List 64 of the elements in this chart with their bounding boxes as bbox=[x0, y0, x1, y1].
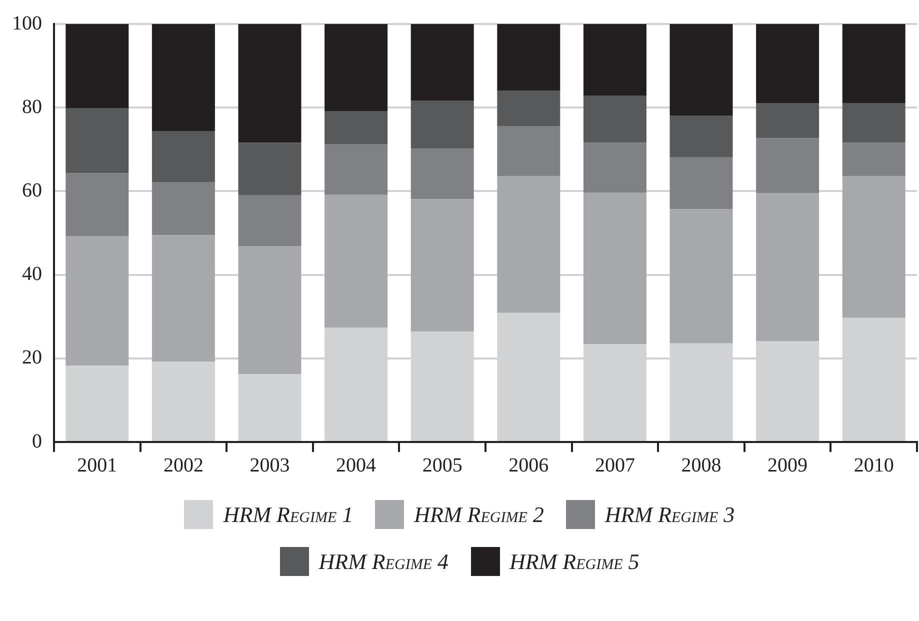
bar bbox=[238, 24, 302, 143]
bar bbox=[583, 24, 646, 96]
bar bbox=[324, 110, 388, 144]
x-tick-label: 2010 bbox=[854, 454, 894, 476]
x-tick-label: 2005 bbox=[422, 454, 462, 476]
y-tick-label: 0 bbox=[32, 430, 42, 452]
bar bbox=[842, 24, 906, 103]
bar bbox=[497, 176, 560, 313]
x-tick-label: 2003 bbox=[250, 454, 290, 476]
bar bbox=[238, 142, 302, 196]
bar bbox=[497, 24, 560, 90]
bar bbox=[66, 366, 129, 441]
y-tick-label: 100 bbox=[12, 12, 42, 34]
bar bbox=[670, 24, 733, 116]
legend-label: HRM Regime 3 bbox=[604, 502, 735, 528]
bar bbox=[66, 108, 129, 174]
x-tick-label: 2001 bbox=[77, 454, 118, 476]
bar bbox=[842, 176, 906, 318]
bar bbox=[410, 100, 474, 149]
bar bbox=[152, 235, 215, 362]
bar bbox=[670, 116, 733, 158]
bar bbox=[583, 192, 646, 344]
bar bbox=[410, 199, 474, 332]
bar bbox=[324, 194, 388, 328]
bar bbox=[152, 362, 215, 441]
x-tick-label: 2004 bbox=[336, 454, 376, 476]
legend-label: HRM Regime 4 bbox=[318, 548, 448, 574]
x-tick-label: 2008 bbox=[681, 454, 722, 476]
bar bbox=[497, 90, 560, 126]
bar bbox=[842, 142, 906, 176]
y-tick-label: 80 bbox=[22, 96, 42, 118]
bar bbox=[66, 236, 129, 366]
bar bbox=[583, 142, 646, 192]
x-tick-label: 2007 bbox=[594, 454, 635, 476]
bar bbox=[670, 209, 733, 344]
legend-label: HRM Regime 2 bbox=[414, 502, 544, 528]
bar bbox=[238, 246, 302, 374]
legend-label: HRM Regime 5 bbox=[510, 548, 640, 574]
bar bbox=[756, 193, 820, 342]
bar bbox=[66, 24, 129, 108]
x-tick-label: 2006 bbox=[508, 454, 549, 476]
y-tick-label: 20 bbox=[22, 346, 42, 369]
bar bbox=[152, 131, 215, 182]
bar bbox=[238, 195, 302, 246]
bar bbox=[497, 126, 560, 176]
bar bbox=[66, 173, 129, 236]
bar bbox=[152, 182, 215, 236]
bar bbox=[756, 103, 820, 138]
y-tick-label: 40 bbox=[22, 263, 42, 286]
bar bbox=[410, 148, 474, 200]
bar bbox=[324, 144, 388, 195]
bar bbox=[842, 103, 906, 143]
bar bbox=[324, 24, 388, 111]
bar bbox=[756, 138, 820, 194]
y-tick-label: 60 bbox=[22, 179, 42, 202]
bar bbox=[410, 24, 474, 101]
bar bbox=[756, 24, 820, 103]
bar bbox=[238, 374, 302, 441]
x-tick-label: 2002 bbox=[163, 454, 204, 476]
x-tick-label: 2009 bbox=[768, 454, 808, 476]
bar bbox=[583, 95, 646, 143]
legend-label: HRM Regime 1 bbox=[223, 502, 354, 528]
bar bbox=[670, 157, 733, 210]
bar bbox=[152, 24, 215, 132]
